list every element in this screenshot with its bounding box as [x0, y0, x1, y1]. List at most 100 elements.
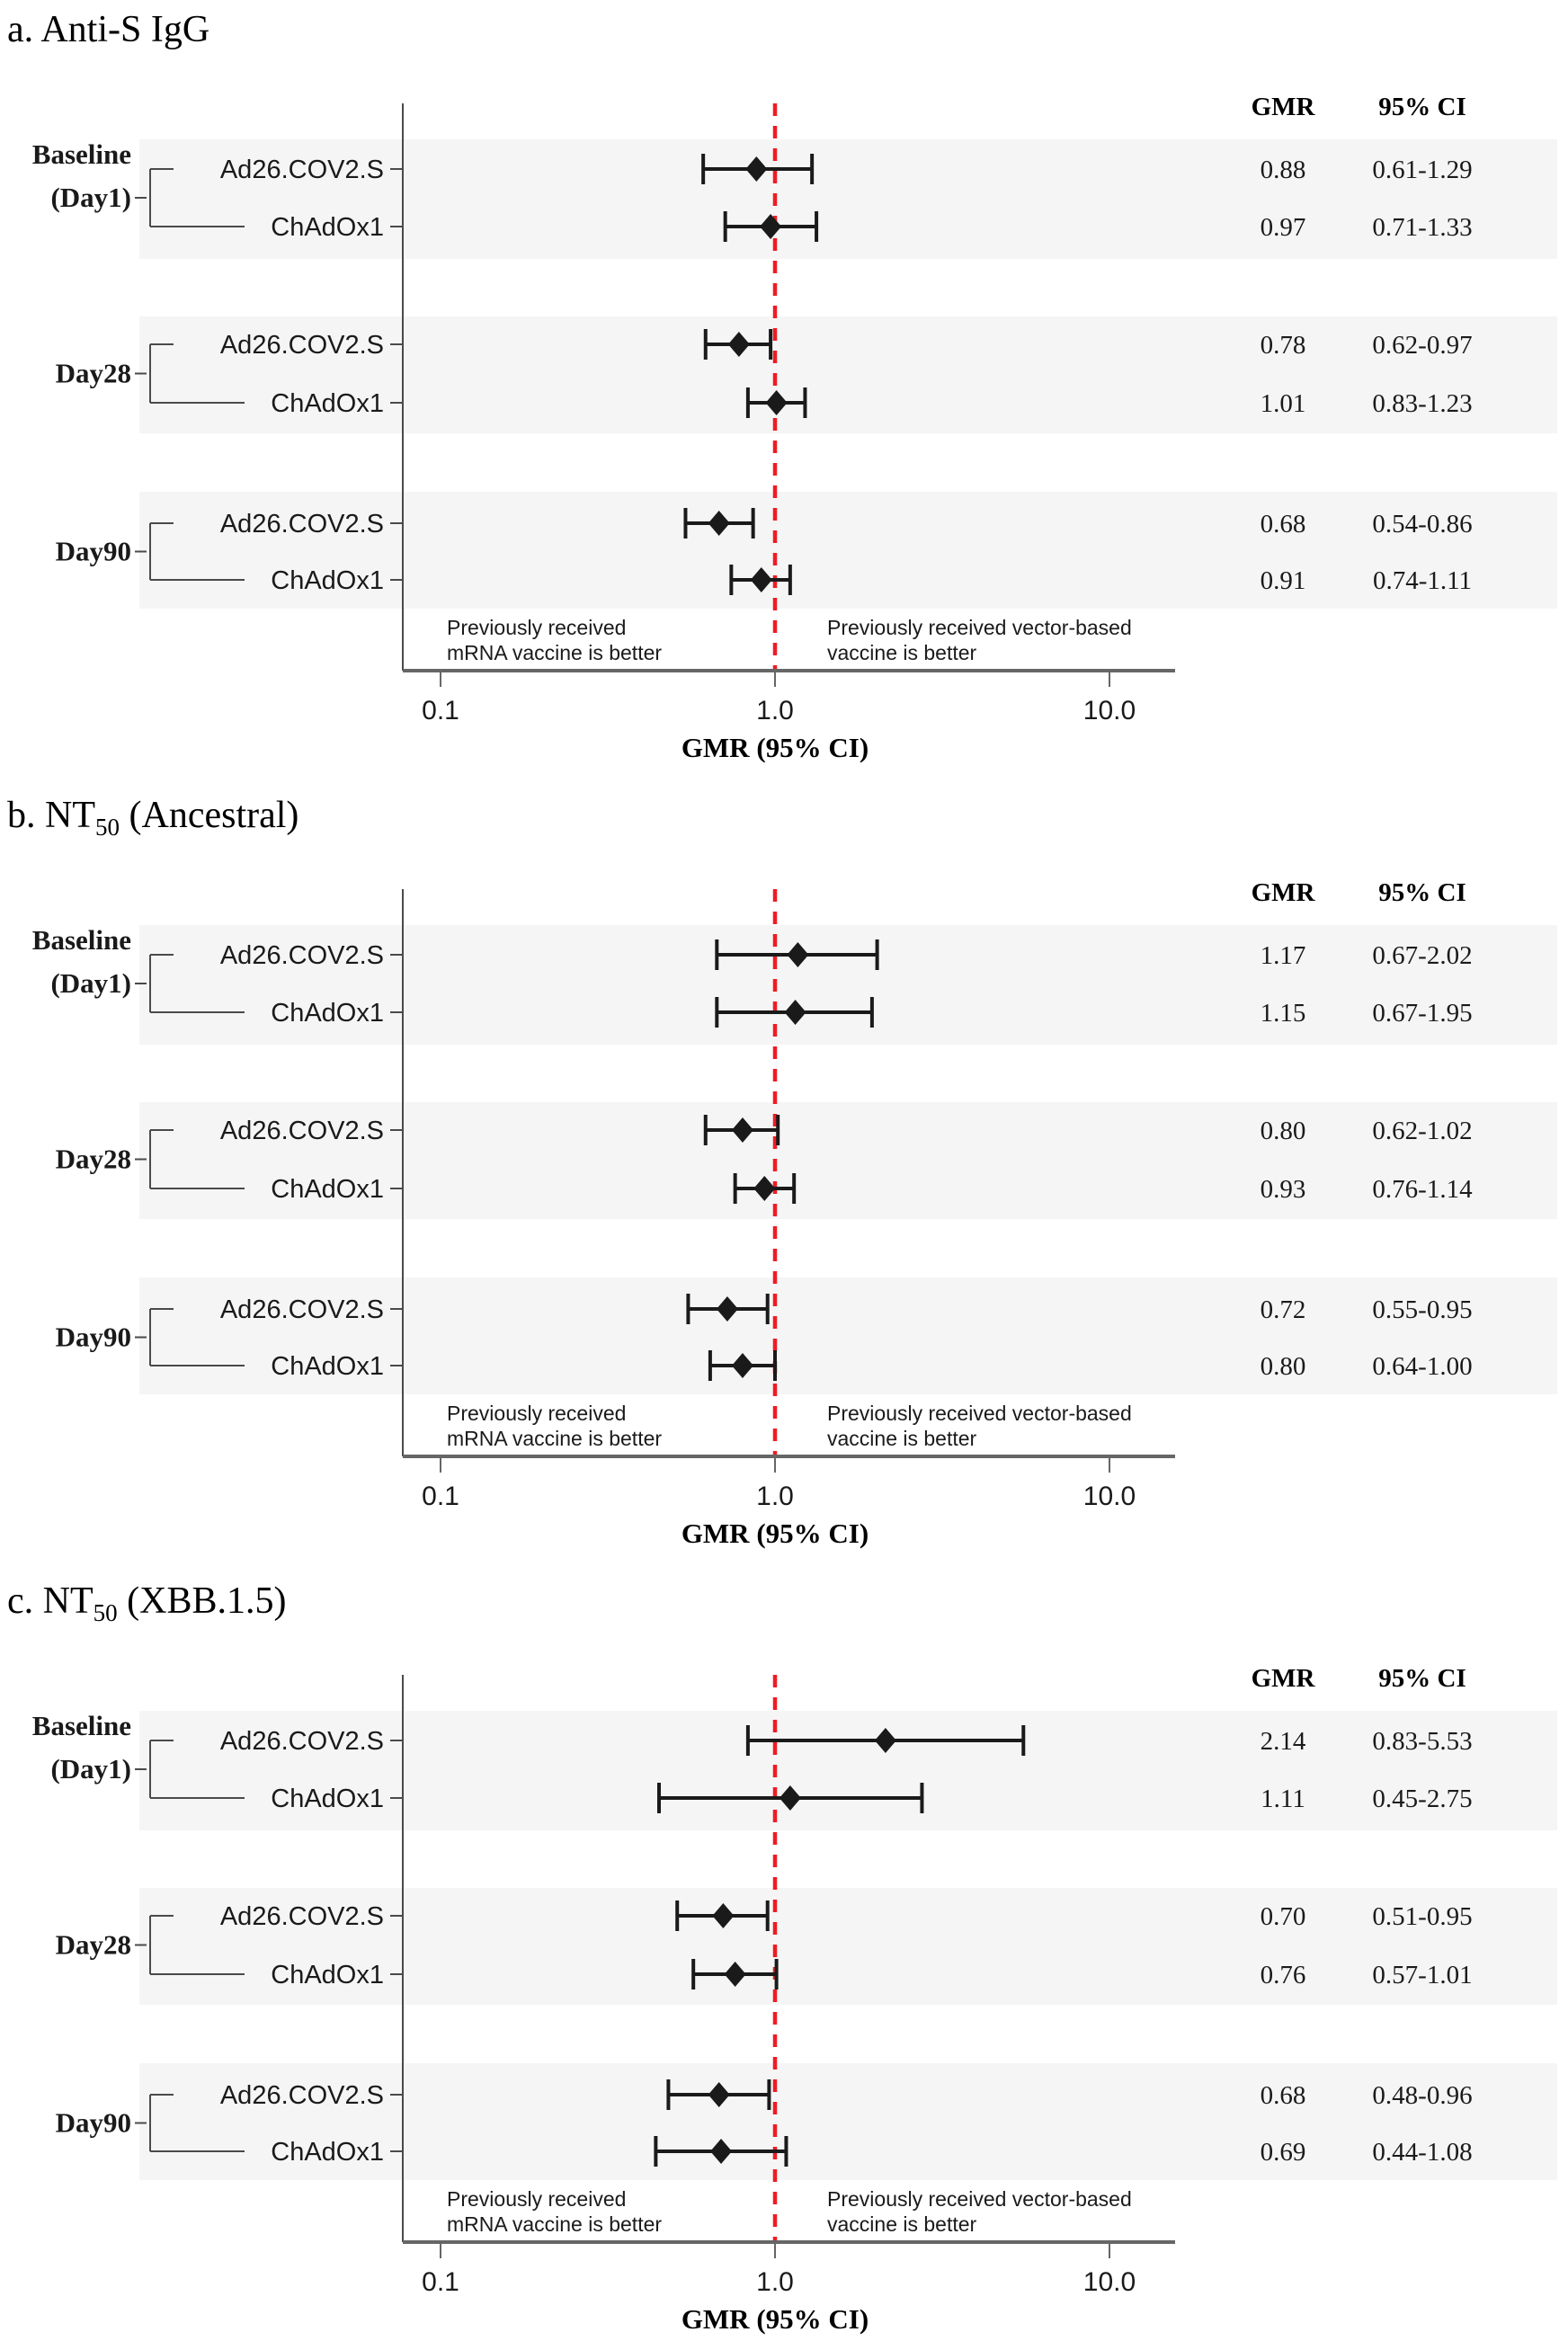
panel-c: c. NT50 (XBB.1.5) GMR 95% CI Baseline (Day1)… — [7, 1580, 1557, 2335]
arm-label: Ad26.COV2.S — [220, 1117, 384, 1145]
panel-b: b. NT50 (Ancestral) GMR 95% CI Baseline (Day… — [7, 795, 1557, 1549]
arm-label: ChAdOx1 — [271, 2138, 384, 2167]
group-label: Day28 — [56, 1929, 131, 1961]
ci-value: 0.71-1.33 — [1372, 213, 1472, 242]
gmr-diamond — [745, 156, 768, 182]
arm-label: Ad26.COV2.S — [220, 510, 384, 539]
gmr-column-header: GMR — [1252, 1664, 1316, 1693]
ci-column-header: 95% CI — [1378, 1664, 1466, 1693]
x-axis-title: GMR (95% CI) — [682, 2303, 869, 2335]
x-tick-label: 1.0 — [756, 2267, 794, 2297]
forest-row-marker — [703, 329, 773, 360]
gmr-value: 0.80 — [1261, 1352, 1306, 1381]
forest-row-marker — [686, 1294, 770, 1324]
x-tick-label: 10.0 — [1083, 696, 1136, 725]
gmr-column-header: GMR — [1252, 878, 1316, 907]
ci-value: 0.61-1.29 — [1372, 156, 1472, 184]
ci-value: 0.67-2.02 — [1372, 941, 1472, 970]
x-tick-label: 10.0 — [1083, 2267, 1136, 2297]
group-band — [139, 316, 1557, 433]
ci-value: 0.67-1.95 — [1372, 999, 1472, 1028]
ci-value: 0.48-0.96 — [1372, 2081, 1472, 2110]
gmr-value: 0.88 — [1261, 156, 1306, 184]
group-label: (Day1) — [50, 182, 131, 213]
arm-label: Ad26.COV2.S — [220, 941, 384, 970]
x-tick-label: 1.0 — [756, 696, 794, 725]
gmr-value: 0.93 — [1261, 1175, 1306, 1204]
gmr-value: 1.11 — [1261, 1785, 1305, 1813]
gmr-value: 0.70 — [1261, 1902, 1306, 1931]
x-tick-label: 0.1 — [422, 696, 459, 725]
group-label: Baseline — [32, 924, 131, 956]
annotation-right: Previously received vector-based — [827, 1402, 1132, 1425]
arm-label: Ad26.COV2.S — [220, 1902, 384, 1931]
arm-label: ChAdOx1 — [271, 213, 384, 242]
gmr-diamond — [708, 511, 730, 536]
annotation-right: Previously received vector-based — [827, 2187, 1132, 2211]
annotation-left: Previously received — [447, 1402, 626, 1425]
gmr-value: 0.69 — [1261, 2138, 1306, 2167]
gmr-diamond — [750, 567, 772, 592]
gmr-diamond — [708, 2082, 730, 2107]
x-tick-label: 10.0 — [1083, 1482, 1136, 1511]
gmr-value: 0.76 — [1261, 1961, 1306, 1989]
group-band — [139, 2063, 1557, 2180]
forest-row-marker — [666, 2079, 771, 2110]
ci-value: 0.64-1.00 — [1372, 1352, 1472, 1381]
gmr-diamond — [724, 1962, 746, 1987]
annotation-left: mRNA vaccine is better — [447, 641, 662, 664]
forest-row-marker — [723, 211, 819, 242]
gmr-value: 2.14 — [1261, 1727, 1306, 1756]
forest-row-marker — [675, 1900, 770, 1931]
group-band — [139, 1277, 1557, 1394]
gmr-diamond — [787, 942, 809, 967]
x-axis-title: GMR (95% CI) — [682, 1518, 869, 1549]
group-label: Day90 — [56, 2107, 131, 2139]
forest-row-marker — [733, 1173, 797, 1204]
annotation-right: Previously received vector-based — [827, 616, 1132, 639]
x-tick-label: 0.1 — [422, 2267, 459, 2297]
panel-title: b. NT50 (Ancestral) — [7, 795, 298, 841]
group-label: Day28 — [56, 1144, 131, 1175]
annotation-right: vaccine is better — [827, 641, 977, 664]
arm-label: ChAdOx1 — [271, 389, 384, 418]
forest-row-marker — [691, 1959, 779, 1989]
arm-label: ChAdOx1 — [271, 1352, 384, 1381]
gmr-diamond — [712, 1903, 735, 1928]
group-band — [139, 139, 1557, 259]
group-label: Day90 — [56, 1322, 131, 1353]
arm-label: Ad26.COV2.S — [220, 156, 384, 184]
group-band — [139, 1102, 1557, 1219]
forest-row-marker — [683, 508, 755, 539]
group-label: (Day1) — [50, 1753, 131, 1785]
ci-value: 0.44-1.08 — [1372, 2138, 1472, 2167]
annotation-right: vaccine is better — [827, 1427, 977, 1450]
gmr-value: 1.01 — [1261, 389, 1306, 418]
forest-row-marker — [745, 387, 807, 418]
gmr-value: 0.97 — [1261, 213, 1306, 242]
x-axis-title: GMR (95% CI) — [682, 732, 869, 763]
gmr-value: 0.78 — [1261, 331, 1306, 360]
group-band — [139, 1888, 1557, 2005]
forest-row-marker — [656, 1783, 924, 1813]
group-label: Baseline — [32, 1710, 131, 1741]
x-tick-label: 0.1 — [422, 1482, 459, 1511]
group-band — [139, 1711, 1557, 1830]
arm-label: Ad26.COV2.S — [220, 331, 384, 360]
arm-label: Ad26.COV2.S — [220, 2081, 384, 2110]
annotation-left: mRNA vaccine is better — [447, 1427, 662, 1450]
forest-row-marker — [745, 1725, 1026, 1756]
gmr-value: 0.91 — [1261, 566, 1306, 595]
gmr-diamond — [779, 1785, 801, 1811]
group-band — [139, 492, 1557, 609]
ci-value: 0.76-1.14 — [1372, 1175, 1473, 1204]
gmr-diamond — [784, 1000, 806, 1025]
gmr-diamond — [874, 1728, 896, 1753]
gmr-value: 0.68 — [1261, 2081, 1306, 2110]
gmr-diamond — [716, 1296, 738, 1322]
arm-label: ChAdOx1 — [271, 1785, 384, 1813]
forest-row-marker — [654, 2136, 788, 2167]
ci-value: 0.57-1.01 — [1372, 1961, 1472, 1989]
